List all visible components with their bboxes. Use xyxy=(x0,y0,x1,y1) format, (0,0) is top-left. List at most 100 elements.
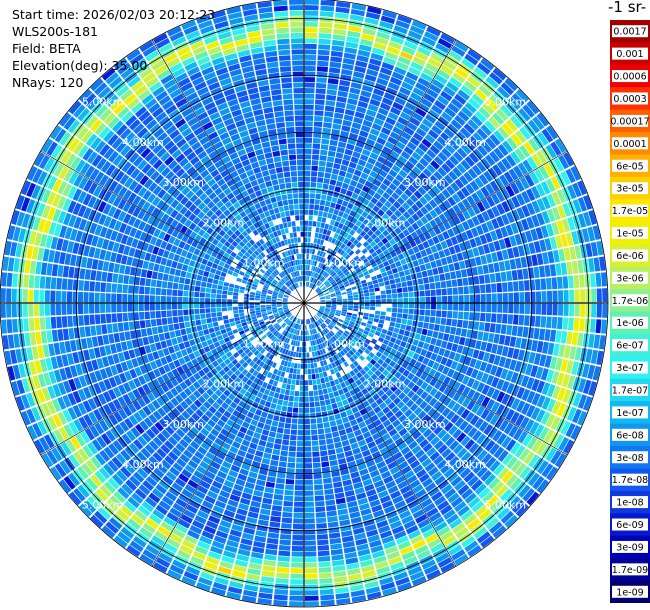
range-bin xyxy=(457,286,464,295)
range-bin xyxy=(429,387,438,397)
range-bin xyxy=(390,222,398,230)
range-bin xyxy=(541,463,554,478)
range-bin xyxy=(354,487,365,495)
range-bin xyxy=(119,264,126,274)
range-bin xyxy=(283,394,290,401)
range-bin xyxy=(281,517,293,524)
range-bin xyxy=(342,303,348,306)
range-bin xyxy=(598,335,606,350)
range-bin xyxy=(340,381,347,389)
range-bin xyxy=(341,258,347,264)
range-bin xyxy=(359,444,369,452)
range-bin xyxy=(422,153,433,163)
range-bin xyxy=(146,270,153,279)
range-bin xyxy=(505,409,515,421)
range-bin xyxy=(558,248,566,262)
range-bin xyxy=(312,284,316,290)
range-bin xyxy=(201,276,208,283)
range-bin xyxy=(410,534,424,545)
range-bin xyxy=(419,363,427,372)
range-bin xyxy=(488,477,501,490)
range-bin xyxy=(374,369,382,377)
range-bin xyxy=(338,318,344,323)
range-bin xyxy=(420,206,429,215)
range-bin xyxy=(396,313,403,319)
range-bin xyxy=(279,533,292,540)
range-bin xyxy=(451,45,466,57)
range-bin xyxy=(333,570,347,578)
range-bin xyxy=(324,309,330,313)
range-bin xyxy=(219,276,226,282)
range-bin xyxy=(518,314,525,326)
range-bin xyxy=(304,165,311,171)
range-bin xyxy=(331,237,337,244)
range-bin xyxy=(496,161,508,173)
range-bin xyxy=(353,308,359,312)
range-bin xyxy=(562,439,574,454)
range-bin xyxy=(314,260,318,267)
range-bin xyxy=(108,333,115,344)
range-bin xyxy=(312,379,317,385)
range-bin xyxy=(492,164,503,176)
range-bin xyxy=(362,218,370,226)
range-bin xyxy=(356,492,367,500)
range-bin xyxy=(144,286,151,295)
range-bin xyxy=(333,436,341,443)
range-bin xyxy=(435,42,450,54)
range-bin xyxy=(504,514,518,528)
range-bin xyxy=(319,239,325,246)
range-bin xyxy=(317,262,322,268)
range-bin xyxy=(320,377,326,384)
range-bin xyxy=(343,154,352,161)
range-bin xyxy=(314,199,321,205)
range-bin xyxy=(481,198,491,210)
range-bin xyxy=(304,545,317,552)
range-bin xyxy=(341,334,347,340)
range-bin xyxy=(94,292,100,303)
range-bin xyxy=(498,261,506,272)
range-bin xyxy=(232,306,239,311)
range-bin xyxy=(287,401,294,407)
range-bin xyxy=(393,25,408,35)
range-bin xyxy=(306,352,310,358)
range-bin xyxy=(288,373,293,379)
range-bin xyxy=(362,380,370,388)
range-bin xyxy=(304,396,309,402)
range-bin xyxy=(511,270,518,281)
range-bin xyxy=(355,333,361,339)
range-bin xyxy=(468,442,480,454)
range-bin xyxy=(488,353,496,364)
range-bin xyxy=(356,543,369,551)
range-bin xyxy=(330,56,343,63)
range-bin xyxy=(372,355,380,362)
range-bin xyxy=(489,414,500,426)
range-bin xyxy=(177,303,183,310)
range-bin xyxy=(388,169,398,178)
range-bin xyxy=(245,578,260,587)
range-bin xyxy=(306,259,309,265)
range-bin xyxy=(558,344,566,358)
range-bin xyxy=(427,537,442,549)
range-bin xyxy=(526,202,536,216)
range-bin xyxy=(462,277,469,286)
range-bin xyxy=(460,435,471,447)
range-bin xyxy=(330,397,336,404)
range-bin xyxy=(478,487,491,500)
range-bin xyxy=(248,562,262,570)
range-bin xyxy=(457,311,464,320)
range-bin xyxy=(313,210,319,216)
range-bin xyxy=(370,299,376,303)
range-bin xyxy=(387,341,395,348)
range-bin xyxy=(501,213,510,226)
range-bin xyxy=(355,538,368,546)
range-bin xyxy=(347,307,353,311)
range-bin xyxy=(484,120,497,133)
range-bin xyxy=(330,321,336,326)
range-bin xyxy=(331,362,337,369)
range-bin xyxy=(298,407,304,413)
range-bin xyxy=(183,315,190,322)
range-bin xyxy=(227,303,233,307)
range-bin xyxy=(369,209,377,217)
range-bin xyxy=(430,160,440,170)
range-bin xyxy=(357,403,365,411)
